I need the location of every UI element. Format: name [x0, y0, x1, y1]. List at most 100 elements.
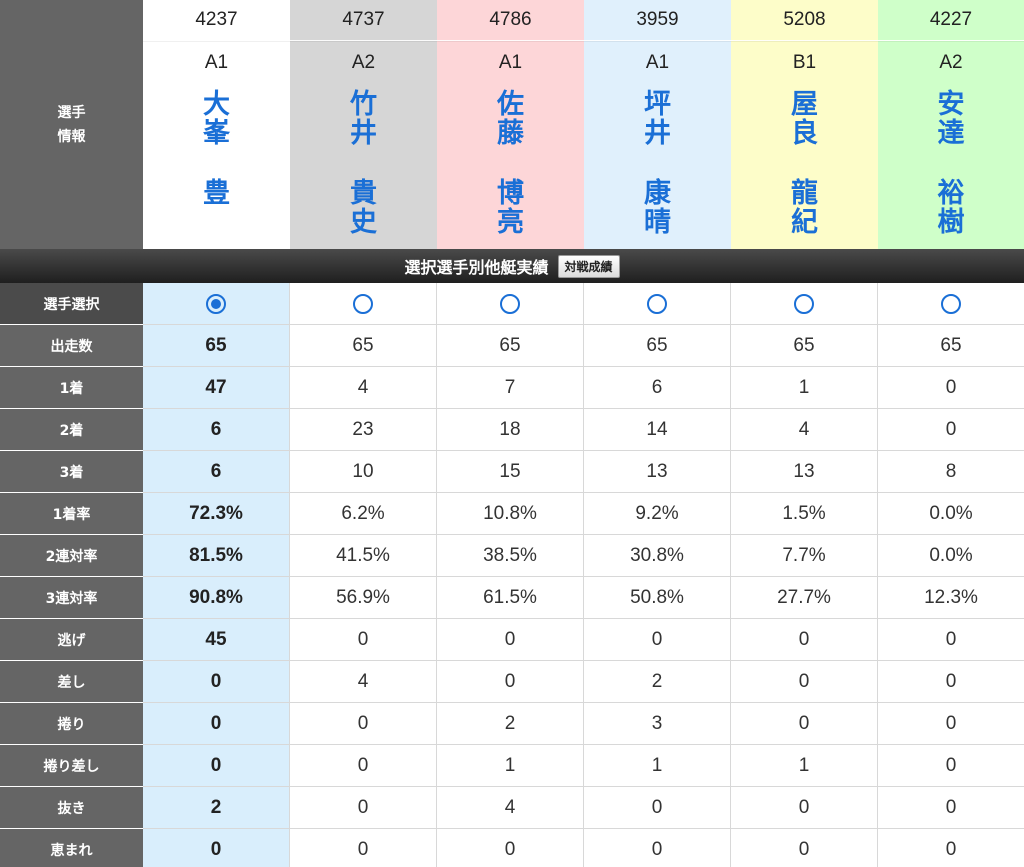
- stats-row: 恵まれ 0 0 0 0 0 0: [0, 829, 1024, 867]
- racer-given-char: 康: [644, 178, 671, 209]
- racer-info-label-text: 選手 情報: [57, 104, 86, 145]
- stats-row: 捲り差し 0 0 1 1 1 0: [0, 745, 1024, 787]
- stats-row: 3連対率 90.8% 56.9% 61.5% 50.8% 27.7% 12.3%: [0, 577, 1024, 619]
- racer-select-radio[interactable]: [206, 293, 226, 314]
- racer-name: 安達裕樹: [878, 90, 1024, 237]
- racer-id: 4237: [143, 0, 290, 41]
- stat-value: 0: [878, 619, 1024, 661]
- stat-value: 0: [731, 619, 878, 661]
- racer-select-radio[interactable]: [353, 293, 373, 314]
- stat-value: 13: [731, 451, 878, 493]
- stat-value: 0: [878, 787, 1024, 829]
- racer-select-radio[interactable]: [794, 293, 814, 314]
- stats-row: 出走数 65 65 65 65 65 65: [0, 325, 1024, 367]
- racer-given-char: 紀: [791, 207, 818, 238]
- racer-surname-char: 井: [350, 118, 377, 149]
- stat-value: 18: [437, 409, 584, 451]
- stat-value: 1: [584, 745, 731, 787]
- stats-row-label: 2着: [0, 409, 143, 451]
- racer-given-char: 晴: [644, 207, 671, 238]
- stats-row: 1着率 72.3% 6.2% 10.8% 9.2% 1.5% 0.0%: [0, 493, 1024, 535]
- racer-given-char: 亮: [497, 207, 524, 238]
- stats-row-label: 3着: [0, 451, 143, 493]
- racer-given-char: 博: [497, 178, 524, 209]
- racer-surname-char: 藤: [497, 118, 524, 149]
- stat-value: 56.9%: [290, 577, 437, 619]
- racer-class: A1: [584, 41, 731, 83]
- racer-name-link[interactable]: 竹井貴史: [290, 90, 437, 237]
- stats-row: 差し 0 4 0 2 0 0: [0, 661, 1024, 703]
- stat-value: 50.8%: [584, 577, 731, 619]
- stat-value: 0: [731, 787, 878, 829]
- stat-value: 14: [584, 409, 731, 451]
- stat-value: 1: [731, 745, 878, 787]
- stat-value: 6: [143, 451, 290, 493]
- stat-value: 0: [878, 829, 1024, 867]
- racer-id: 4737: [290, 0, 437, 41]
- stat-value: 72.3%: [143, 493, 290, 535]
- stat-value: 0: [290, 829, 437, 867]
- racer-select-radio[interactable]: [941, 293, 961, 314]
- head-to-head-button[interactable]: 対戦成績: [557, 254, 620, 278]
- racer-class: A1: [437, 41, 584, 83]
- stats-row: 抜き 2 0 4 0 0 0: [0, 787, 1024, 829]
- racer-select-radio[interactable]: [500, 293, 520, 314]
- racer-name-link[interactable]: 大峯豊: [143, 90, 290, 208]
- racer-column: 4237 A1 大峯豊: [143, 0, 290, 249]
- stat-value: 4: [290, 367, 437, 409]
- stat-value: 0: [437, 661, 584, 703]
- racer-given-char: 史: [350, 207, 377, 238]
- stat-value: 90.8%: [143, 577, 290, 619]
- racer-name-link[interactable]: 安達裕樹: [878, 90, 1024, 237]
- stat-value: 30.8%: [584, 535, 731, 577]
- racer-surname-char: 安: [937, 89, 965, 120]
- stat-value: 0: [878, 745, 1024, 787]
- racer-surname-char: 井: [644, 118, 671, 149]
- stats-row-label: 捲り差し: [0, 745, 143, 787]
- stat-value: 0: [878, 409, 1024, 451]
- stat-value: 12.3%: [878, 577, 1024, 619]
- stat-value: 0.0%: [878, 535, 1024, 577]
- stat-value: 4: [731, 409, 878, 451]
- stat-value: 6: [584, 367, 731, 409]
- racer-column: 3959 A1 坪井康晴: [584, 0, 731, 249]
- stat-value: 1.5%: [731, 493, 878, 535]
- racer-name: 大峯豊: [143, 90, 290, 208]
- stat-value: 8: [878, 451, 1024, 493]
- stat-value: 81.5%: [143, 535, 290, 577]
- stat-value: 3: [584, 703, 731, 745]
- racer-given-char: 豊: [203, 178, 230, 209]
- stats-row-label: 1着率: [0, 493, 143, 535]
- stat-value: 6: [143, 409, 290, 451]
- racer-name-link[interactable]: 佐藤博亮: [437, 90, 584, 237]
- stat-value: 65: [143, 325, 290, 367]
- select-cell: [143, 283, 290, 325]
- racer-column: 5208 B1 屋良龍紀: [731, 0, 878, 249]
- stat-value: 4: [290, 661, 437, 703]
- stat-value: 27.7%: [731, 577, 878, 619]
- racer-name-link[interactable]: 屋良龍紀: [731, 90, 878, 237]
- select-cell: [731, 283, 878, 325]
- stat-value: 0: [143, 661, 290, 703]
- racer-class: A2: [878, 41, 1024, 83]
- racer-column: 4737 A2 竹井貴史: [290, 0, 437, 249]
- racer-id: 5208: [731, 0, 878, 41]
- stat-value: 0: [290, 787, 437, 829]
- stats-row-label: 恵まれ: [0, 829, 143, 867]
- select-cell: [290, 283, 437, 325]
- stats-row-label: 2連対率: [0, 535, 143, 577]
- racer-name-link[interactable]: 坪井康晴: [584, 90, 731, 237]
- stat-value: 45: [143, 619, 290, 661]
- racer-given-char: 貴: [350, 178, 377, 209]
- stat-value: 0: [584, 787, 731, 829]
- stat-value: 61.5%: [437, 577, 584, 619]
- stat-value: 15: [437, 451, 584, 493]
- racer-name: 坪井康晴: [584, 90, 731, 237]
- select-cell: [437, 283, 584, 325]
- stats-row-label: 逃げ: [0, 619, 143, 661]
- racer-name: 屋良龍紀: [731, 90, 878, 237]
- stat-value: 0: [584, 829, 731, 867]
- racer-select-radio[interactable]: [647, 293, 667, 314]
- stat-value: 38.5%: [437, 535, 584, 577]
- stat-value: 0: [437, 829, 584, 867]
